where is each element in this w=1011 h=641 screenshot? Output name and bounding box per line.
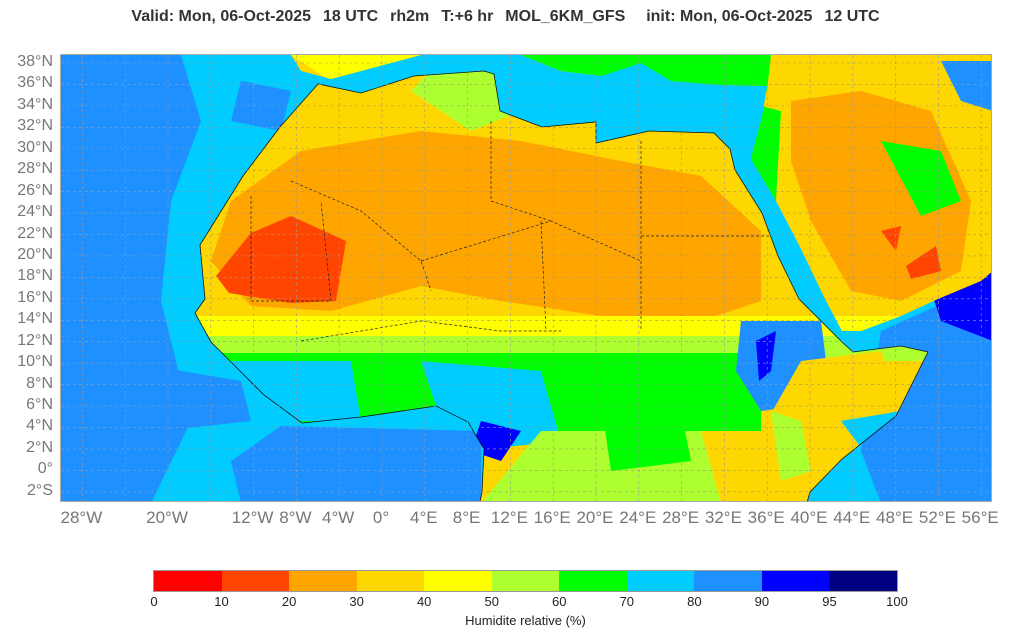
colorbar-tick: 40: [416, 594, 432, 609]
lat-label: 6°N: [26, 396, 53, 414]
colorbar-swatch: [559, 571, 627, 591]
lon-label: 12°W: [231, 508, 274, 527]
colorbar-tick: 60: [552, 594, 567, 609]
colorbar-tick: 50: [484, 594, 499, 609]
colorbar-tick: 95: [822, 594, 837, 609]
lon-label: 28°E: [662, 508, 700, 527]
lat-label: 8°N: [26, 374, 53, 392]
humidity-map: [60, 54, 992, 502]
lon-label: 8°E: [452, 508, 481, 527]
colorbar-tick: 0: [150, 594, 158, 609]
colorbar-tick: 10: [214, 594, 229, 609]
lon-label: 44°E: [833, 508, 871, 527]
lon-label: 16°E: [533, 508, 571, 527]
colorbar-tick: 20: [281, 594, 297, 609]
lon-label: 52°E: [918, 508, 956, 527]
lon-label: 36°E: [747, 508, 785, 527]
lat-label: 38°N: [17, 53, 53, 70]
lon-label: 4°E: [410, 508, 438, 527]
lat-label: 22°N: [17, 224, 53, 242]
lon-label: 24°E: [619, 508, 657, 527]
lon-label: 12°E: [490, 508, 528, 527]
model-name: MOL_6KM_GFS: [505, 8, 626, 25]
colorbar: [153, 570, 898, 592]
lat-label: 4°N: [26, 417, 53, 435]
init-time: init: Mon, 06-Oct-2025: [646, 8, 813, 25]
colorbar-swatch: [491, 571, 560, 591]
lat-label: 18°N: [17, 267, 53, 285]
lon-label: 32°E: [704, 508, 742, 527]
lat-label: 34°N: [17, 95, 53, 113]
valid-hour: 18 UTC: [323, 8, 379, 25]
lat-label: 24°N: [17, 203, 53, 221]
lat-label: 14°N: [17, 310, 53, 328]
lat-label: 2°N: [26, 438, 53, 456]
lon-label: 56°E: [961, 508, 999, 527]
lat-label: 28°N: [17, 160, 53, 178]
lead-time: T:+6 hr: [441, 8, 494, 25]
lon-label: 28°W: [60, 508, 103, 527]
colorbar-swatch: [829, 571, 898, 591]
lat-label: 16°N: [17, 288, 53, 306]
colorbar-swatch: [626, 571, 695, 591]
colorbar-swatch: [761, 571, 830, 591]
variable-name: rh2m: [390, 8, 430, 25]
colorbar-tick: 100: [886, 594, 908, 609]
colorbar-swatch: [154, 571, 222, 591]
lat-label: 36°N: [17, 74, 53, 92]
colorbar-swatch: [356, 571, 425, 591]
lat-label: 0°: [37, 460, 53, 478]
colorbar-tick: 90: [754, 594, 770, 609]
lat-label: 12°N: [17, 331, 53, 349]
lon-label: 8°W: [279, 508, 312, 527]
init-hour: 12 UTC: [824, 8, 880, 25]
map-title: Valid: Mon, 06-Oct-2025 18 UTC rh2m T:+6 hr…: [0, 8, 1011, 26]
lon-label: 40°E: [790, 508, 828, 527]
colorbar-swatch: [694, 571, 762, 591]
lat-label: 32°N: [17, 117, 53, 135]
lat-label: 26°N: [17, 181, 53, 199]
lon-label: 48°E: [876, 508, 914, 527]
lat-label: 20°N: [17, 245, 53, 263]
lon-label: 4°W: [322, 508, 355, 527]
lon-label: 20°E: [576, 508, 614, 527]
colorbar-tick: 30: [349, 594, 364, 609]
lat-label: 2°S: [27, 481, 53, 499]
lon-label: 0°: [372, 508, 390, 527]
colorbar-label: Humidite relative (%): [465, 613, 586, 628]
colorbar-tick: 70: [619, 594, 635, 609]
lat-label: 10°N: [17, 353, 53, 371]
colorbar-swatch: [424, 571, 492, 591]
colorbar-swatch: [221, 571, 290, 591]
lat-label: 30°N: [17, 138, 53, 156]
valid-time: Valid: Mon, 06-Oct-2025: [131, 8, 312, 25]
colorbar-swatch: [289, 571, 357, 591]
colorbar-tick: 80: [687, 594, 702, 609]
lon-label: 20°W: [146, 508, 188, 527]
